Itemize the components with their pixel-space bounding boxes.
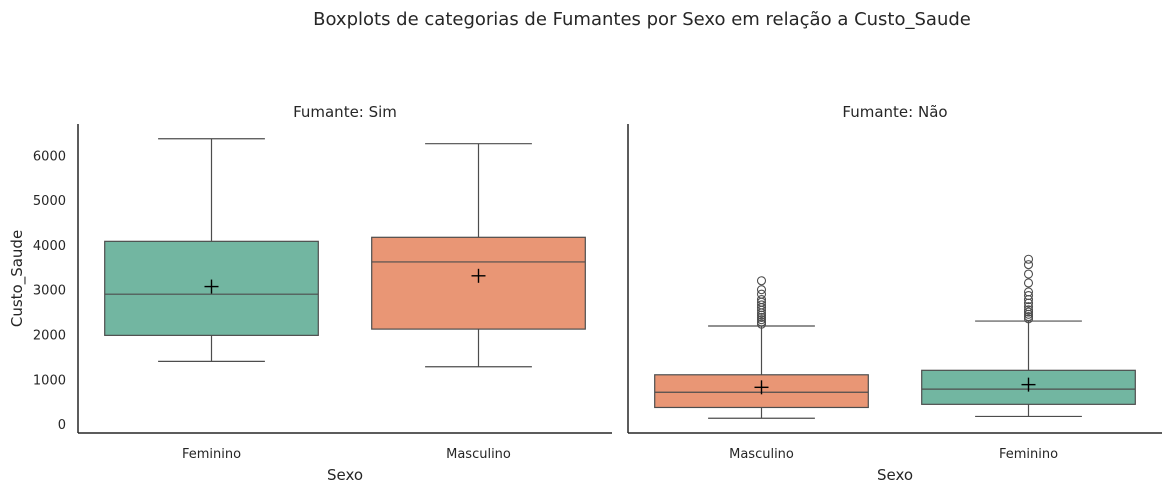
outlier-point — [756, 276, 767, 286]
box-feminino: Feminino — [921, 254, 1136, 462]
outlier-point — [1023, 260, 1034, 270]
outlier-point — [1023, 312, 1034, 322]
box-masculino: Masculino — [371, 143, 586, 462]
figure-title: Boxplots de categorias de Fumantes por S… — [313, 9, 971, 30]
outlier-point — [756, 294, 767, 305]
mean-marker — [204, 279, 219, 294]
y-tick-label: 1000 — [33, 373, 66, 388]
outlier-point — [756, 312, 767, 323]
outlier-point — [756, 285, 767, 295]
outlier-point — [1023, 278, 1034, 288]
mean-marker — [1021, 377, 1036, 392]
outlier-point — [1023, 305, 1034, 315]
box-feminino: Feminino — [104, 138, 319, 462]
iqr-box — [371, 236, 586, 330]
y-tick-label: 0 — [58, 418, 66, 433]
mean-marker — [754, 380, 769, 395]
panel-title: Fumante: Não — [842, 103, 947, 121]
outlier-point — [1023, 254, 1034, 264]
panel-title: Fumante: Sim — [293, 103, 397, 121]
outlier-point — [1023, 290, 1034, 301]
iqr-box — [654, 374, 869, 409]
box-masculino: Masculino — [654, 276, 869, 462]
x-tick-label: Masculino — [729, 447, 794, 462]
x-tick-label: Masculino — [446, 447, 511, 462]
x-axis-label: Sexo — [877, 466, 913, 484]
outlier-point — [1023, 287, 1034, 297]
y-tick-label: 6000 — [33, 149, 66, 164]
y-tick-label: 2000 — [33, 328, 66, 343]
outlier-point — [756, 300, 767, 310]
outlier-point — [756, 319, 767, 329]
panel-2: Fumante: Não Sexo Masculino Feminino — [627, 103, 1162, 484]
outlier-point — [756, 317, 767, 327]
outlier-point — [1023, 302, 1034, 312]
x-tick-label: Feminino — [182, 447, 241, 462]
mean-marker — [471, 268, 486, 283]
outlier-point — [756, 289, 767, 299]
y-tick-label: 3000 — [33, 284, 66, 299]
outlier-point — [1023, 307, 1034, 317]
outlier-point — [756, 315, 767, 325]
x-axis-label: Sexo — [327, 466, 363, 484]
x-tick-label: Feminino — [999, 447, 1058, 462]
y-axis-label: Custo_Saude — [8, 230, 27, 327]
panel-1: Fumante: Sim 0 1000 2000 3000 4000 5000 6000 Cus… — [8, 103, 612, 484]
iqr-box — [104, 240, 319, 336]
outlier-point — [1023, 314, 1034, 324]
y-tick-label: 4000 — [33, 239, 66, 254]
outlier-point — [1023, 269, 1034, 279]
y-tick-label: 5000 — [33, 194, 66, 209]
